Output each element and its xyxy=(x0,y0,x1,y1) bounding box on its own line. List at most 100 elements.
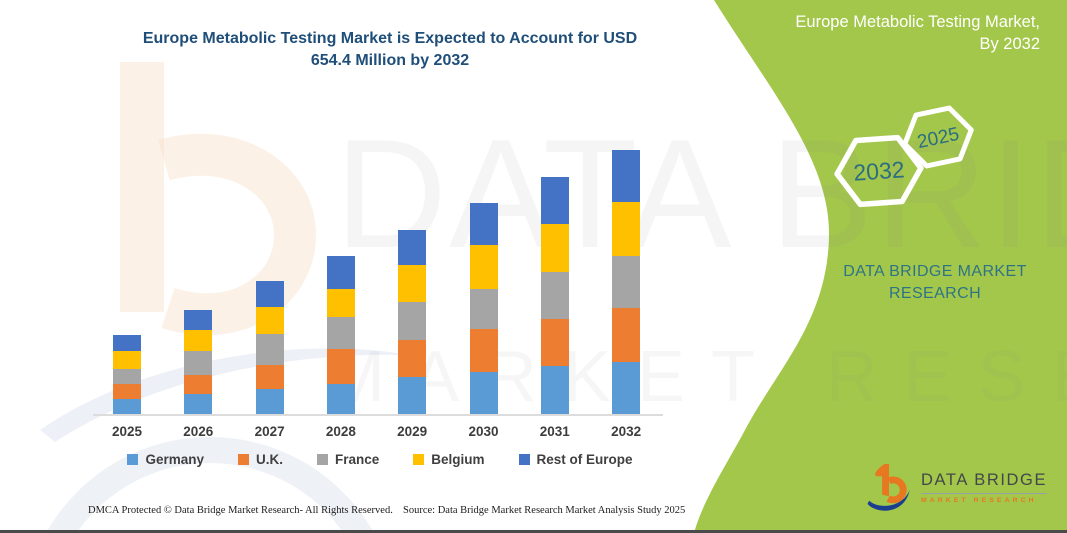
legend-label: Rest of Europe xyxy=(536,452,633,467)
legend-label: U.K. xyxy=(255,452,283,467)
bar-segment-rest-of-europe xyxy=(469,203,498,245)
legend-marker-icon xyxy=(413,454,425,465)
bar-segment-u-k- xyxy=(612,308,641,362)
bar-segment-france xyxy=(540,272,569,319)
legend-marker-icon xyxy=(237,454,249,465)
bar-segment-france xyxy=(398,302,427,340)
x-axis-label-2032: 2032 xyxy=(611,424,642,439)
bar-2025 xyxy=(113,335,141,415)
bar-segment-germany xyxy=(469,372,498,415)
hexagon-2025: 2025 xyxy=(902,105,974,169)
bar-segment-rest-of-europe xyxy=(540,177,569,224)
x-axis-label-2029: 2029 xyxy=(397,424,428,439)
watermark-line2: MARKET RESEARCH xyxy=(325,337,1067,417)
bar-segment-france xyxy=(184,351,213,375)
x-axis-label-2026: 2026 xyxy=(183,424,214,439)
bar-segment-belgium xyxy=(255,307,284,334)
legend-item-rest-of-europe: Rest of Europe xyxy=(518,452,633,467)
bar-segment-belgium xyxy=(540,224,569,272)
bar-segment-rest-of-europe xyxy=(326,256,355,289)
bar-segment-u-k- xyxy=(184,375,213,394)
bar-segment-germany xyxy=(326,384,355,415)
bar-segment-germany xyxy=(612,362,641,415)
hexagon-small-label: 2025 xyxy=(915,124,961,153)
source-note: Source: Data Bridge Market Research Mark… xyxy=(403,505,686,516)
legend-item-u-k-: U.K. xyxy=(237,452,283,467)
watermark-line1: DATA BRIDGE xyxy=(335,107,1067,280)
panel-brand-text: DATA BRIDGE MARKET RESEARCH xyxy=(810,261,1060,305)
bar-segment-belgium xyxy=(113,351,141,369)
bar-segment-rest-of-europe xyxy=(113,335,141,351)
bar-segment-u-k- xyxy=(326,349,355,384)
logo-mark-icon xyxy=(867,464,910,511)
page-title-line2: 654.4 Million by 2032 xyxy=(310,52,470,69)
company-logo: DATA BRIDGE MARKET RESEARCH xyxy=(866,460,1048,514)
bar-segment-belgium xyxy=(184,330,213,351)
legend-item-belgium: Belgium xyxy=(413,452,485,467)
bar-segment-germany xyxy=(540,366,569,415)
bar-segment-germany xyxy=(184,394,213,415)
legend-item-france: France xyxy=(316,452,380,467)
bar-segment-france xyxy=(469,289,498,329)
panel-title-line1: Europe Metabolic Testing Market, xyxy=(795,13,1040,31)
x-axis-line xyxy=(93,414,663,416)
bar-segment-belgium xyxy=(612,202,641,256)
page-title: Europe Metabolic Testing Market is Expec… xyxy=(90,28,690,72)
legend-marker-icon xyxy=(127,454,139,465)
bar-segment-germany xyxy=(113,399,141,415)
panel-title-line2: By 2032 xyxy=(979,35,1040,53)
bar-segment-u-k- xyxy=(255,365,284,389)
bar-segment-france xyxy=(612,256,641,308)
legend-item-germany: Germany xyxy=(127,452,204,467)
x-axis-label-2031: 2031 xyxy=(539,424,570,439)
page-title-line1: Europe Metabolic Testing Market is Expec… xyxy=(142,30,638,47)
hexagon-large-label: 2032 xyxy=(853,156,906,186)
bar-segment-france xyxy=(255,334,284,365)
bar-segment-france xyxy=(326,317,355,349)
bar-segment-u-k- xyxy=(398,340,427,377)
bar-segment-germany xyxy=(255,389,284,415)
x-axis-label-2030: 2030 xyxy=(468,424,499,439)
bar-2029 xyxy=(398,230,427,415)
bar-segment-u-k- xyxy=(540,319,569,366)
x-axis-label-2028: 2028 xyxy=(325,424,356,439)
bar-segment-rest-of-europe xyxy=(184,310,213,330)
panel-title: Europe Metabolic Testing Market, By 2032 xyxy=(710,11,1040,55)
chart-legend: Germany U.K. France Belgium Rest of Europe xyxy=(95,452,665,467)
bar-2026 xyxy=(184,310,213,415)
bar-segment-belgium xyxy=(469,245,498,289)
bar-2030 xyxy=(469,203,498,415)
panel-brand-line2: RESEARCH xyxy=(888,285,982,302)
hexagon-outline-icon xyxy=(834,134,924,208)
logo-title: DATA BRIDGE xyxy=(921,471,1048,494)
legend-label: France xyxy=(334,452,380,467)
hexagon-outline-icon xyxy=(902,105,974,169)
bar-segment-rest-of-europe xyxy=(398,230,427,265)
legend-label: Belgium xyxy=(431,452,485,467)
bar-segment-u-k- xyxy=(113,384,141,399)
legend-marker-icon xyxy=(316,454,328,465)
bar-segment-belgium xyxy=(326,289,355,317)
panel-brand-line1: DATA BRIDGE MARKET xyxy=(843,263,1027,280)
bar-2032 xyxy=(612,150,641,415)
bar-segment-france xyxy=(113,369,141,384)
bar-segment-rest-of-europe xyxy=(612,150,641,202)
bar-segment-rest-of-europe xyxy=(255,281,284,307)
bar-segment-germany xyxy=(398,377,427,415)
bar-segment-u-k- xyxy=(469,329,498,372)
bar-2027 xyxy=(255,281,284,415)
green-panel-shape xyxy=(694,0,1067,530)
logo-subtitle: MARKET RESEARCH xyxy=(921,496,1037,504)
dmca-notice: DMCA Protected © Data Bridge Market Rese… xyxy=(88,505,393,516)
x-axis-label-2025: 2025 xyxy=(111,424,143,439)
legend-marker-icon xyxy=(518,454,530,465)
x-axis-label-2027: 2027 xyxy=(254,424,285,439)
bar-2028 xyxy=(326,256,355,415)
legend-label: Germany xyxy=(145,452,204,467)
hexagon-2032: 2032 xyxy=(834,134,924,208)
bar-segment-belgium xyxy=(398,265,427,302)
bar-2031 xyxy=(540,177,569,415)
